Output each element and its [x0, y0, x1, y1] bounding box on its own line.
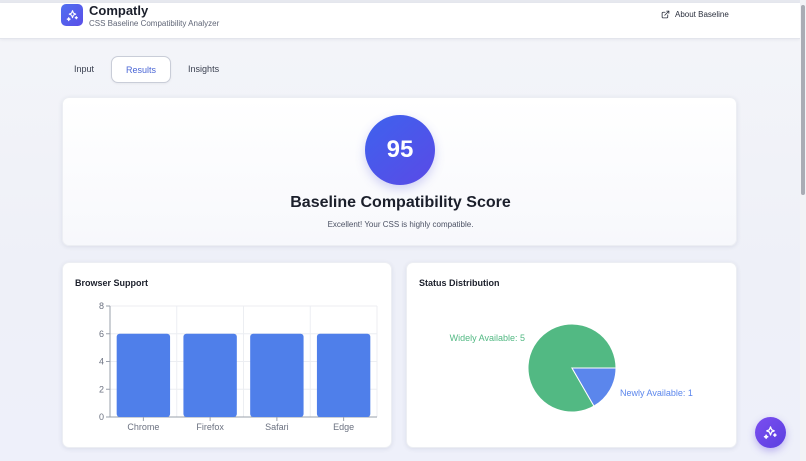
top-border	[0, 0, 806, 3]
browser-support-card: Browser Support 0 2 4 6 8 Chrome Firefox Safari…	[62, 262, 392, 448]
score-message: Excellent! Your CSS is highly compatible…	[327, 220, 474, 229]
bar-edge	[316, 333, 371, 417]
tab-bar: Input Results Insights	[62, 56, 231, 83]
tab-insights[interactable]: Insights	[188, 64, 220, 74]
sparkles-icon	[763, 426, 777, 440]
y-tick-label: 8	[99, 301, 104, 311]
status-distribution-card: Status Distribution Widely Available: 5 N…	[406, 262, 737, 448]
bar-chrome	[116, 333, 171, 417]
pie-label-widely-available: Widely Available: 5	[450, 333, 525, 343]
status-distribution-chart: Widely Available: 5 Newly Available: 1	[450, 323, 693, 413]
app-logo	[61, 4, 83, 26]
y-tick-label: 4	[99, 357, 104, 367]
x-tick-label: Firefox	[196, 422, 224, 432]
pie-label-newly-available: Newly Available: 1	[620, 388, 693, 398]
x-tick-label: Safari	[265, 422, 289, 432]
scrollbar-track[interactable]	[800, 0, 806, 461]
app-header: Compatly CSS Baseline Compatibility Anal…	[0, 3, 800, 39]
tab-input[interactable]: Input	[74, 64, 95, 74]
scrollbar-thumb[interactable]	[801, 5, 805, 195]
sparkles-icon	[66, 9, 78, 21]
bar-firefox	[183, 333, 237, 417]
score-card: 95 Baseline Compatibility Score Excellen…	[62, 97, 737, 246]
x-tick-label: Chrome	[127, 422, 159, 432]
tab-results[interactable]: Results	[111, 56, 172, 83]
app-title: Compatly	[89, 3, 149, 18]
browser-support-chart: 0 2 4 6 8 Chrome Firefox Safari Edge	[99, 301, 378, 432]
ai-assistant-button[interactable]	[755, 417, 786, 448]
y-tick-label: 6	[99, 329, 104, 339]
status-distribution-title: Status Distribution	[419, 278, 500, 288]
about-baseline-label: About Baseline	[675, 10, 729, 19]
y-tick-label: 0	[99, 412, 104, 422]
score-title: Baseline Compatibility Score	[290, 194, 511, 211]
external-link-icon	[661, 10, 670, 19]
y-tick-label: 2	[99, 384, 104, 394]
browser-support-title: Browser Support	[75, 278, 149, 288]
bar-safari	[250, 333, 304, 417]
about-baseline-link[interactable]: About Baseline	[661, 10, 729, 19]
x-tick-label: Edge	[333, 422, 354, 432]
pie-slice-newly-available	[571, 367, 617, 407]
app-subtitle: CSS Baseline Compatibility Analyzer	[89, 19, 220, 28]
score-badge: 95	[365, 115, 435, 185]
